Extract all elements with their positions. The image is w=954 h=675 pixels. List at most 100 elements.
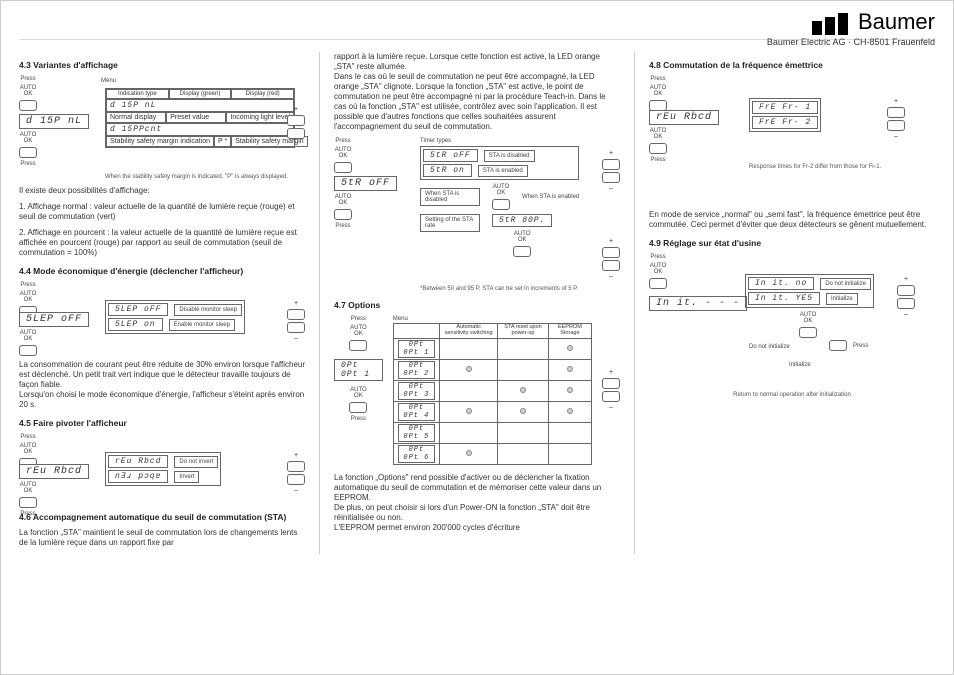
ok-button[interactable]: [334, 162, 352, 173]
cell: [498, 359, 549, 380]
cell: [548, 422, 591, 443]
down-button[interactable]: [602, 391, 620, 402]
press-label: Press: [650, 157, 665, 163]
s46-title: 4.6 Accompagnement automatique du seuil …: [19, 512, 305, 522]
minus-label: –: [609, 185, 613, 192]
cell: [440, 380, 498, 401]
cell: Preset value: [166, 112, 226, 123]
note-box: STA is enabled: [478, 165, 528, 177]
ok-button[interactable]: [19, 100, 37, 111]
col-header: Automatic sensitivity switching: [440, 324, 498, 339]
ok-button[interactable]: [19, 147, 37, 158]
lcd: rEu Rbcd: [649, 110, 719, 125]
s48-footnote: Response times for Fr-2 differ from thos…: [749, 164, 935, 170]
up-button[interactable]: [602, 159, 620, 170]
col-header: Indication type: [106, 89, 169, 99]
sta-diagram: Press AUTO OK 5tR oFF AUTO OK Press Time…: [334, 138, 620, 278]
cell: [548, 380, 591, 401]
up-button[interactable]: [602, 247, 620, 258]
down-button[interactable]: [602, 260, 620, 271]
autook-label: AUTO OK: [350, 387, 367, 399]
autook-label: AUTO OK: [514, 231, 531, 243]
press-label: Press: [20, 282, 35, 288]
col-header: EEPROM Storage: [548, 324, 591, 339]
ok-button[interactable]: [513, 246, 531, 257]
s48-title: 4.8 Commutation de la fréquence émettric…: [649, 60, 935, 70]
plus-label: +: [609, 238, 613, 245]
up-button[interactable]: [602, 378, 620, 389]
autook-label: AUTO OK: [335, 194, 352, 206]
ok-button[interactable]: [19, 345, 37, 356]
autook-label: AUTO OK: [650, 263, 667, 275]
brand-wrap: Baumer: [858, 9, 935, 35]
note-box: Initialize: [826, 293, 858, 305]
para: Il existe deux possibilités d'affichage:: [19, 186, 305, 196]
ok-button[interactable]: [799, 327, 817, 338]
autook-label: AUTO OK: [20, 330, 37, 342]
down-button[interactable]: [897, 298, 915, 309]
press-label: Press: [20, 511, 35, 517]
page: Baumer Baumer Electric AG · CH-8501 Frau…: [0, 0, 954, 675]
sta-footnote: *Between 50 and 95 P, STA can be set in …: [420, 286, 620, 292]
down-button[interactable]: [287, 322, 305, 333]
bullet-icon: [567, 408, 573, 414]
up-button[interactable]: [287, 461, 305, 472]
down-button[interactable]: [287, 128, 305, 139]
ok-button[interactable]: [829, 340, 847, 351]
plus-label: +: [294, 300, 298, 307]
s47-title: 4.7 Options: [334, 300, 620, 310]
ok-button[interactable]: [649, 143, 667, 154]
autook-label: AUTO OK: [650, 128, 667, 140]
press-label: Press: [650, 76, 665, 82]
minus-label: –: [894, 133, 898, 140]
plus-label: +: [294, 106, 298, 113]
lcd: rEu Rbcd: [108, 455, 168, 468]
note-box: STA is disabled: [484, 150, 535, 162]
note-box: Invert: [174, 471, 199, 483]
lcd: In it. YE5: [748, 292, 820, 305]
ok-button[interactable]: [334, 209, 352, 220]
cell: [440, 359, 498, 380]
ok-button[interactable]: [492, 199, 510, 210]
down-button[interactable]: [602, 172, 620, 183]
ok-button[interactable]: [649, 278, 667, 289]
up-button[interactable]: [287, 309, 305, 320]
brand: Baumer: [858, 9, 935, 35]
cell: [440, 422, 498, 443]
bullet-icon: [466, 366, 472, 372]
lcd: In it. no: [748, 277, 814, 290]
minus-label: –: [294, 335, 298, 342]
lcd: 0Pt 0Pt 1: [398, 340, 435, 358]
s43-footnote: When the stability safety margin is indi…: [105, 174, 305, 180]
para: 1. Affichage normal : valeur actuelle de…: [19, 202, 305, 222]
lcd: 5tR oFF: [423, 149, 478, 162]
ok-button[interactable]: [19, 497, 37, 508]
ok-button[interactable]: [349, 402, 367, 413]
col-3: 4.8 Commutation de la fréquence émettric…: [634, 52, 935, 554]
up-button[interactable]: [287, 115, 305, 126]
note-box: When STA is disabled: [420, 188, 480, 206]
plus-label: +: [894, 98, 898, 105]
note-box: Do not invert: [174, 456, 218, 468]
options-table: Automatic sensitivity switching STA rese…: [393, 323, 592, 465]
lcd: In it. - - -: [649, 296, 747, 311]
up-button[interactable]: [887, 107, 905, 118]
note-box: Do not initialize: [820, 278, 871, 290]
s45-title: 4.5 Faire pivoter l'afficheur: [19, 418, 305, 428]
up-button[interactable]: [897, 285, 915, 296]
cell: [498, 422, 549, 443]
press-label: Press: [20, 76, 35, 82]
down-button[interactable]: [287, 474, 305, 485]
autook-label: AUTO OK: [20, 482, 37, 494]
s43-grid: Indication type Display (green) Display …: [105, 88, 295, 148]
s49-diagram: Press AUTO OK In it. - - - In it. noDo n…: [649, 254, 935, 384]
autook-label: AUTO OK: [20, 132, 37, 144]
cell: [548, 443, 591, 464]
table-row: 0Pt 0Pt 4: [393, 401, 591, 422]
down-button[interactable]: [887, 120, 905, 131]
cell: [440, 443, 498, 464]
col-header: Display (red): [231, 89, 294, 99]
init-label: Initialize: [789, 362, 811, 368]
ok-button[interactable]: [349, 340, 367, 351]
press-label: Press: [351, 416, 366, 422]
